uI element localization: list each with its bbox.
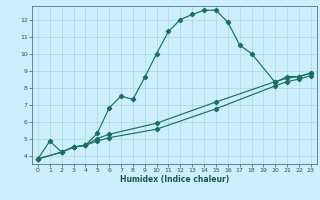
X-axis label: Humidex (Indice chaleur): Humidex (Indice chaleur)	[120, 175, 229, 184]
